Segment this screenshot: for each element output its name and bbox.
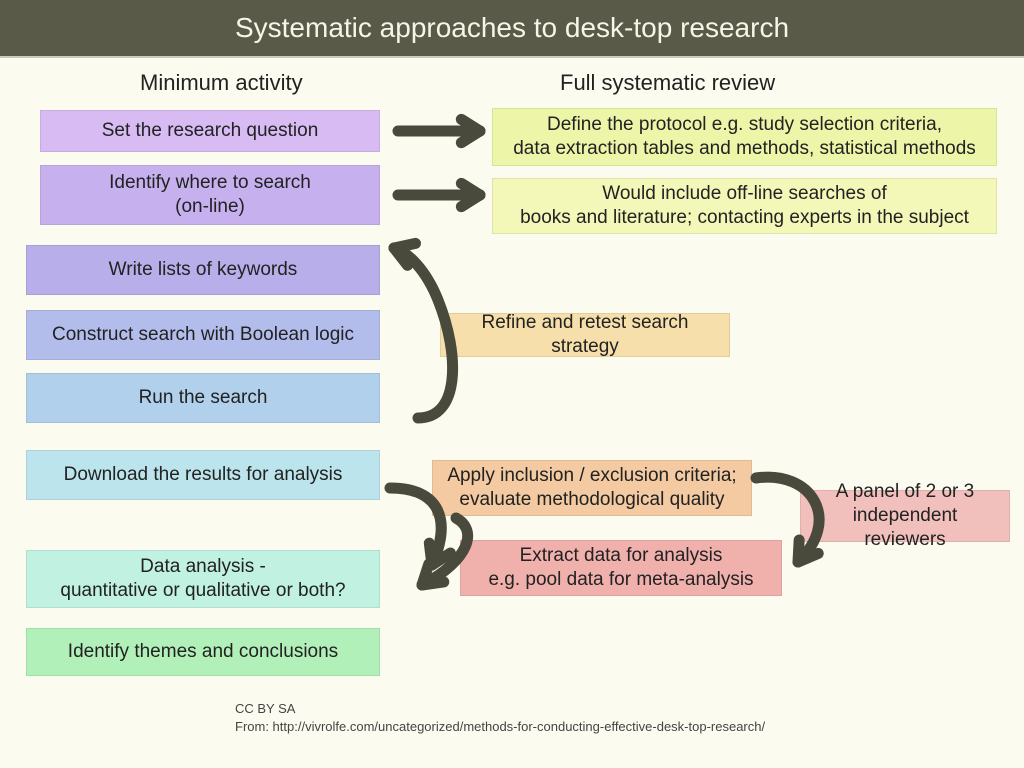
box-refine-retest: Refine and retest search strategy: [440, 313, 730, 357]
right-column-title: Full systematic review: [560, 70, 775, 96]
box-identify-themes: Identify themes and conclusions: [26, 628, 380, 676]
box-write-keywords: Write lists of keywords: [26, 245, 380, 295]
box-offline-searches: Would include off-line searches of books…: [492, 178, 997, 234]
box-download-results: Download the results for analysis: [26, 450, 380, 500]
page-title: Systematic approaches to desk-top resear…: [0, 0, 1024, 58]
box-inclusion-exclusion: Apply inclusion / exclusion criteria; ev…: [432, 460, 752, 516]
box-set-research-question: Set the research question: [40, 110, 380, 152]
box-reviewer-panel: A panel of 2 or 3 independent reviewers: [800, 490, 1010, 542]
left-column-title: Minimum activity: [140, 70, 303, 96]
box-identify-where-search: Identify where to search (on-line): [40, 165, 380, 225]
footer-license: CC BY SA: [235, 701, 295, 716]
footer-attribution: CC BY SA From: http://vivrolfe.com/uncat…: [235, 700, 765, 736]
box-extract-data: Extract data for analysis e.g. pool data…: [460, 540, 782, 596]
box-run-search: Run the search: [26, 373, 380, 423]
box-data-analysis: Data analysis - quantitative or qualitat…: [26, 550, 380, 608]
footer-source: From: http://vivrolfe.com/uncategorized/…: [235, 719, 765, 734]
box-boolean-logic: Construct search with Boolean logic: [26, 310, 380, 360]
box-define-protocol: Define the protocol e.g. study selection…: [492, 108, 997, 166]
